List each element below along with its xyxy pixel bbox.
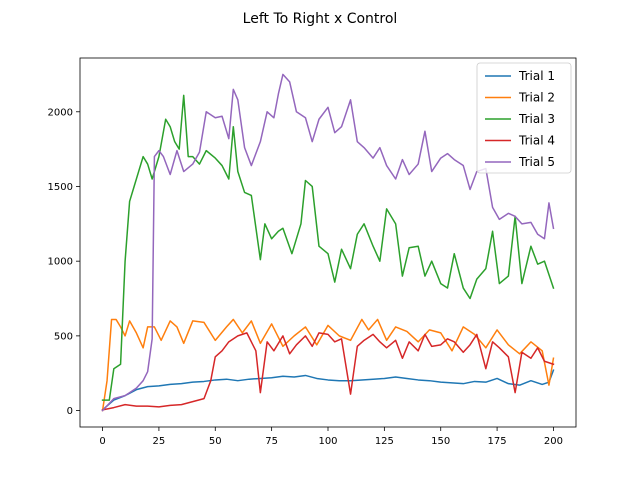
series-line-trial-3: [101, 94, 555, 401]
chart-title: Left To Right x Control: [243, 11, 398, 27]
legend: Trial 1 Trial 2 Trial 3 Trial 4 Trial 5: [476, 62, 572, 174]
y-tick-label: 1000: [48, 257, 73, 268]
x-tick-label: 200: [544, 436, 563, 447]
series-line-trial-1: [101, 369, 555, 411]
y-tick-label: 2000: [48, 107, 73, 118]
x-tick-label: 175: [488, 436, 507, 447]
legend-label-trial-3: Trial 3: [518, 112, 555, 126]
x-tick-label: 25: [153, 436, 166, 447]
x-tick-label: 50: [209, 436, 222, 447]
legend-box: [476, 62, 572, 174]
legend-label-trial-1: Trial 1: [518, 69, 555, 83]
x-tick-label: 75: [265, 436, 278, 447]
legend-label-trial-5: Trial 5: [518, 155, 555, 169]
legend-label-trial-4: Trial 4: [518, 134, 555, 148]
x-tick-label: 150: [431, 436, 450, 447]
y-tick-label: 500: [54, 331, 73, 342]
x-tick-label: 0: [99, 436, 105, 447]
x-tick-label: 100: [318, 436, 337, 447]
x-tick-label: 125: [375, 436, 394, 447]
y-tick-label: 0: [67, 406, 73, 417]
legend-label-trial-2: Trial 2: [518, 91, 555, 105]
series-line-trial-2: [101, 318, 555, 412]
y-tick-label: 1500: [48, 182, 73, 193]
series-line-trial-4: [101, 332, 555, 411]
